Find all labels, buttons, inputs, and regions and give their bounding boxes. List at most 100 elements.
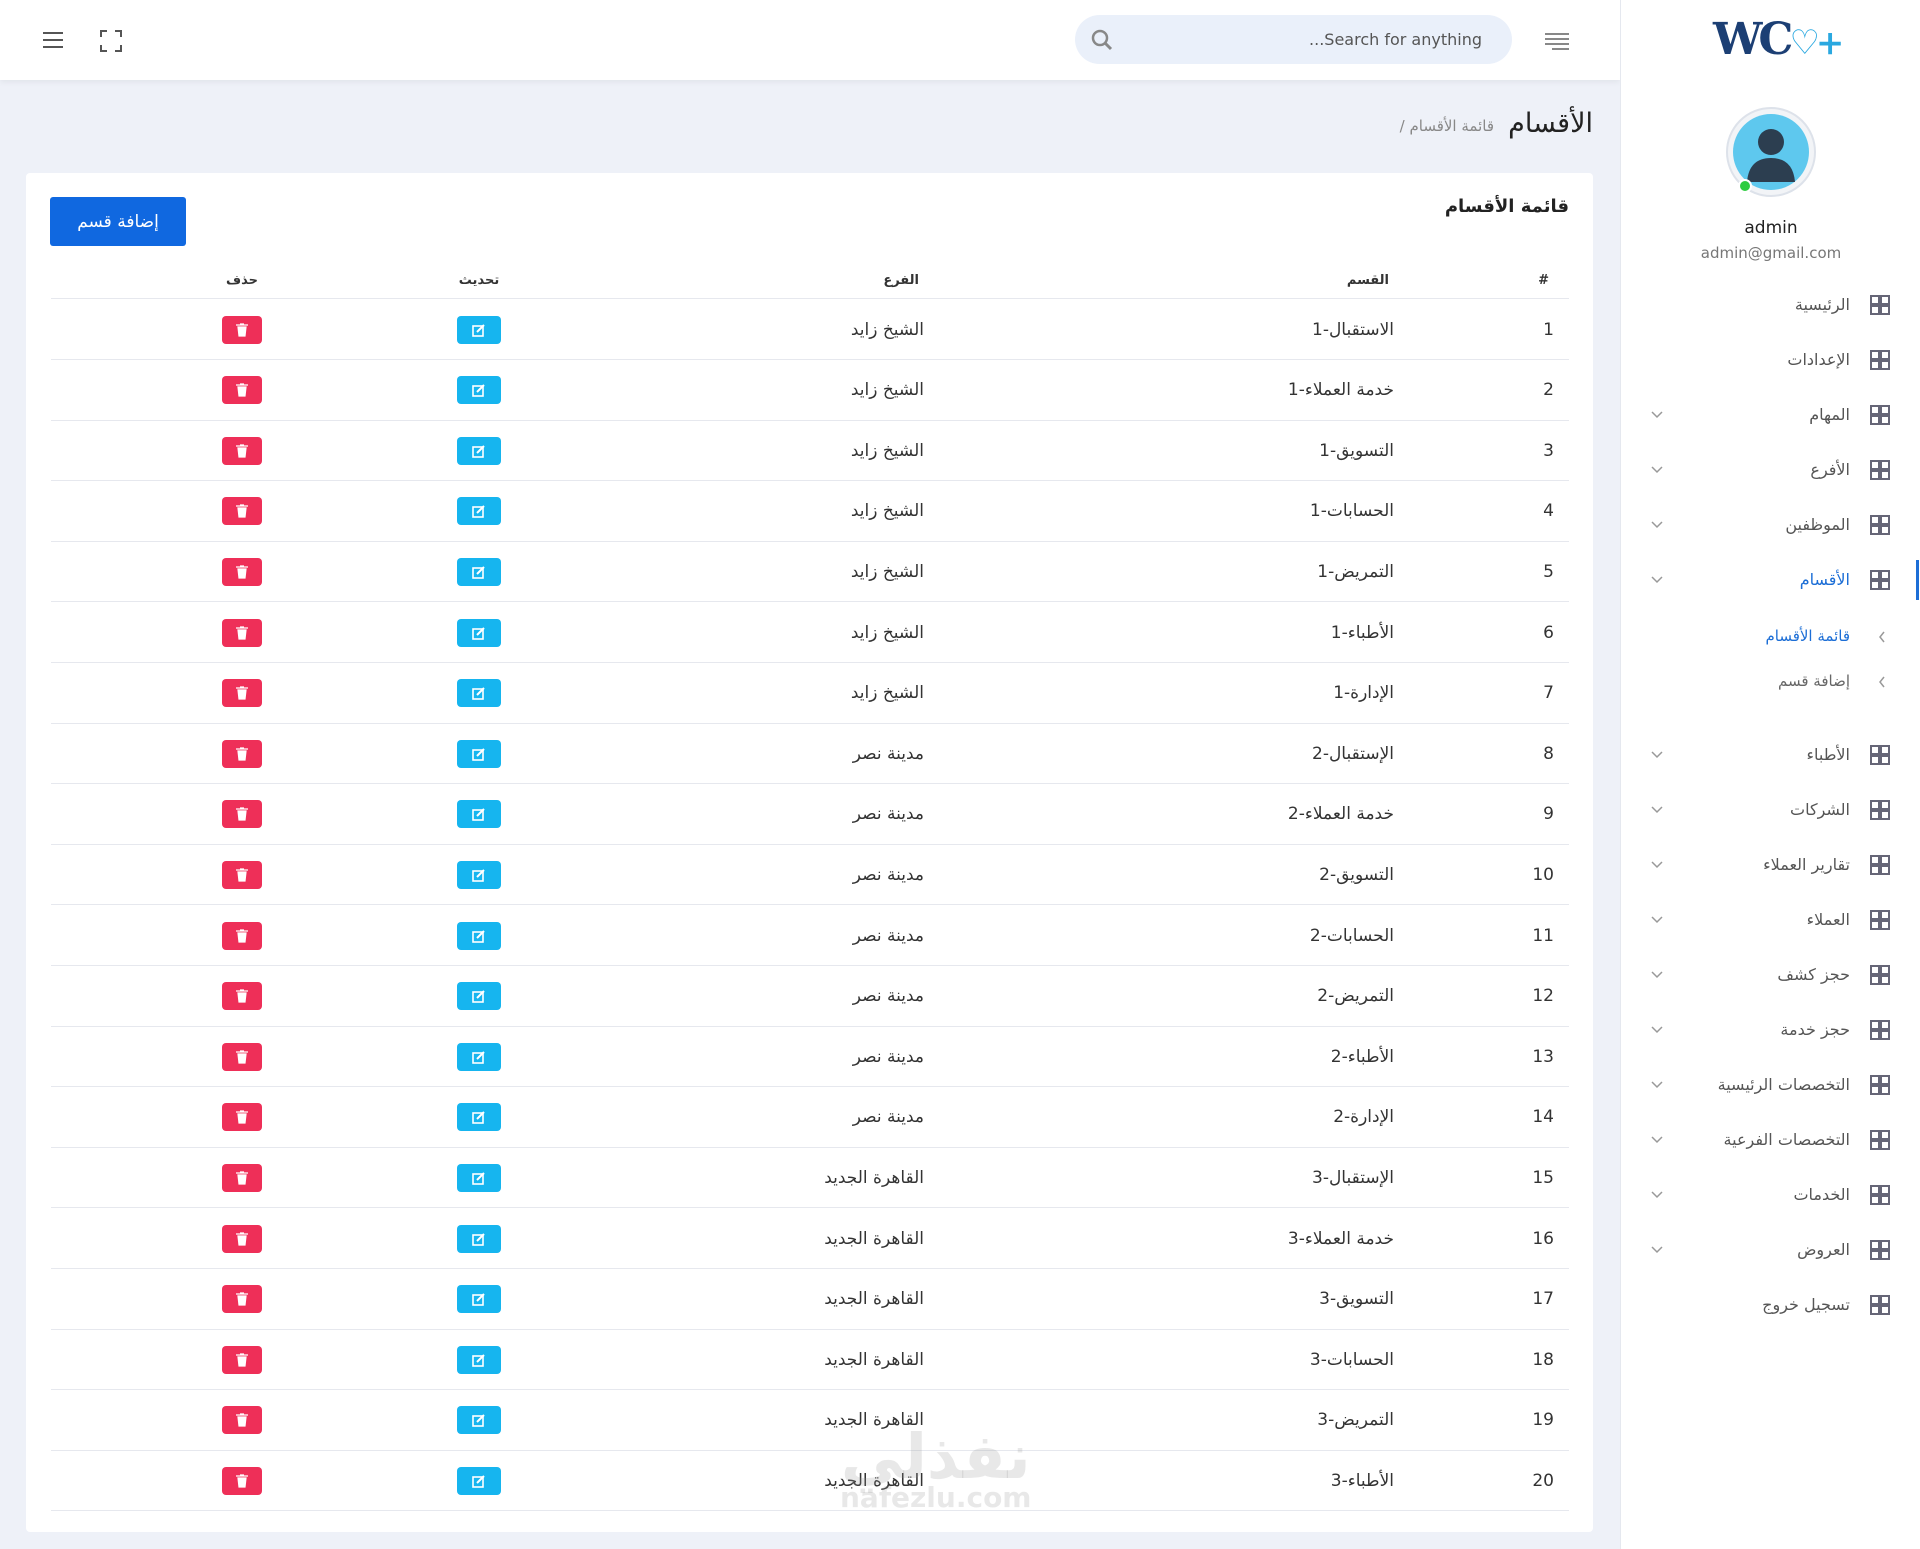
submenu-item[interactable]: إضافة قسم <box>1621 667 1920 697</box>
delete-button[interactable] <box>222 497 262 526</box>
delete-cell <box>103 966 381 1027</box>
menu-item[interactable]: الموظفين <box>1621 505 1920 545</box>
search-icon <box>1091 29 1113 51</box>
menu-item[interactable]: الأطباء <box>1621 735 1920 775</box>
breadcrumb-current[interactable]: قائمة الأقسام <box>1409 117 1494 135</box>
edit-button[interactable] <box>457 1466 501 1495</box>
edit-icon <box>472 1353 485 1367</box>
menu-item[interactable]: حجز خدمة <box>1621 1010 1920 1050</box>
delete-icon <box>236 1353 248 1367</box>
delete-button[interactable] <box>222 1466 262 1495</box>
delete-cell <box>103 1269 381 1330</box>
menu-toggle[interactable] <box>42 30 64 50</box>
edit-button[interactable] <box>457 860 501 889</box>
edit-cell <box>381 905 577 966</box>
delete-button[interactable] <box>222 739 262 768</box>
fullscreen-toggle[interactable] <box>100 30 122 52</box>
menu-item[interactable]: العملاء <box>1621 900 1920 940</box>
add-button[interactable]: إضافة قسم <box>50 197 186 246</box>
table-cell: القاهرة الجديد <box>824 1167 924 1188</box>
table-cell: الشيخ زايد <box>850 501 924 522</box>
user-email: admin@gmail.com <box>1700 244 1842 262</box>
menu-item[interactable]: الأفرع <box>1621 450 1920 490</box>
menu-item[interactable]: المهام <box>1621 395 1920 435</box>
edit-cell <box>381 1026 577 1087</box>
table-cell: 14 <box>1532 1107 1554 1128</box>
delete-button[interactable] <box>222 679 262 708</box>
delete-button[interactable] <box>222 1163 262 1192</box>
menu-item[interactable]: التخصصات الفرعية <box>1621 1120 1920 1160</box>
menu-item[interactable]: تسجيل خروج <box>1621 1285 1920 1325</box>
delete-button[interactable] <box>222 1406 262 1435</box>
edit-button[interactable] <box>457 1042 501 1071</box>
edit-button[interactable] <box>457 1103 501 1132</box>
submenu-item[interactable]: قائمة الأقسام <box>1621 622 1920 652</box>
delete-button[interactable] <box>222 1285 262 1314</box>
edit-cell <box>381 723 577 784</box>
delete-button[interactable] <box>222 982 262 1011</box>
edit-cell <box>381 1269 577 1330</box>
delete-button[interactable] <box>222 436 262 465</box>
delete-button[interactable] <box>222 800 262 829</box>
edit-button[interactable] <box>457 739 501 768</box>
submenu-label: إضافة قسم <box>1778 672 1850 690</box>
delete-button[interactable] <box>222 860 262 889</box>
delete-button[interactable] <box>222 557 262 586</box>
edit-button[interactable] <box>457 982 501 1011</box>
chevron <box>1879 631 1885 643</box>
edit-cell <box>381 299 577 360</box>
edit-icon <box>472 1172 485 1185</box>
menu-label: الأفرع <box>1810 460 1850 479</box>
edit-button[interactable] <box>457 1224 501 1253</box>
delete-button[interactable] <box>222 921 262 950</box>
delete-button[interactable] <box>222 1224 262 1253</box>
menu-item[interactable]: الخدمات <box>1621 1175 1920 1215</box>
delete-cell <box>103 541 381 602</box>
edit-icon <box>472 1050 485 1064</box>
delete-button[interactable] <box>222 376 262 405</box>
chevron <box>1651 916 1663 924</box>
edit-button[interactable] <box>457 921 501 950</box>
edit-button[interactable] <box>457 1163 501 1192</box>
edit-button[interactable] <box>457 315 501 344</box>
menu-item[interactable]: الأقسام <box>1621 560 1920 600</box>
edit-button[interactable] <box>457 376 501 405</box>
menu-item[interactable]: العروض <box>1621 1230 1920 1270</box>
edit-cell <box>381 1208 577 1269</box>
edit-icon <box>472 747 485 761</box>
edit-button[interactable] <box>457 497 501 526</box>
edit-button[interactable] <box>457 1345 501 1374</box>
search-box[interactable]: ...Search for anything <box>1075 15 1512 64</box>
edit-icon <box>472 323 485 337</box>
delete-button[interactable] <box>222 618 262 647</box>
delete-button[interactable] <box>222 1103 262 1132</box>
menu-item[interactable]: الشركات <box>1621 790 1920 830</box>
table-cell: مدينة نصر <box>852 925 924 946</box>
edit-button[interactable] <box>457 618 501 647</box>
menu-item[interactable]: الإعدادات <box>1621 340 1920 380</box>
delete-button[interactable] <box>222 1345 262 1374</box>
table-row: 17 التسويق-3 القاهرة الجديد <box>51 1269 1569 1330</box>
edit-cell <box>381 1147 577 1208</box>
delete-icon <box>236 686 248 700</box>
menu-label: العروض <box>1797 1240 1850 1259</box>
column-header: # <box>1538 273 1549 288</box>
edit-button[interactable] <box>457 1406 501 1435</box>
delete-button[interactable] <box>222 315 262 344</box>
table-cell: الأطباء-2 <box>1330 1046 1394 1067</box>
edit-button[interactable] <box>457 679 501 708</box>
menu-icon <box>1870 405 1890 425</box>
edit-button[interactable] <box>457 557 501 586</box>
menu-item[interactable]: تقارير العملاء <box>1621 845 1920 885</box>
menu-label: حجز كشف <box>1777 965 1850 984</box>
column-header: حذف <box>226 273 258 288</box>
edit-button[interactable] <box>457 1285 501 1314</box>
menu-item[interactable]: التخصصات الرئيسية <box>1621 1065 1920 1105</box>
menu-item[interactable]: حجز كشف <box>1621 955 1920 995</box>
table-cell: 13 <box>1532 1046 1554 1067</box>
table-row: 20 الأطباء-3 القاهرة الجديد <box>51 1450 1569 1512</box>
edit-button[interactable] <box>457 800 501 829</box>
edit-button[interactable] <box>457 436 501 465</box>
delete-button[interactable] <box>222 1042 262 1071</box>
menu-item[interactable]: الرئيسية <box>1621 285 1920 325</box>
